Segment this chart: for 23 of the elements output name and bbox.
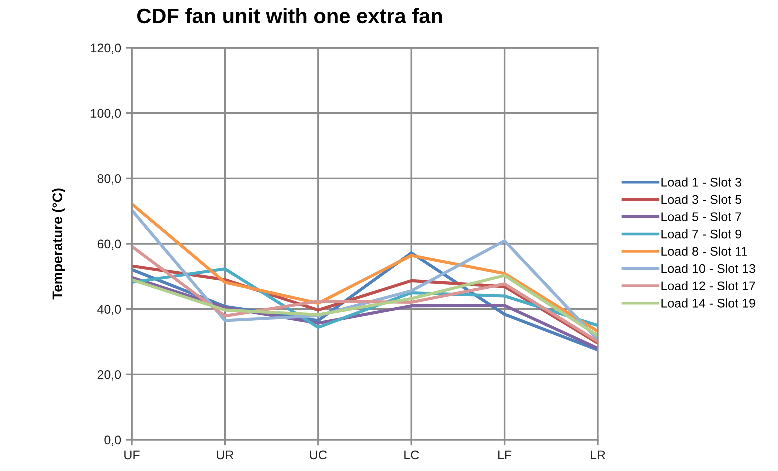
- y-tick-label: 120,0: [91, 44, 122, 54]
- y-tick-label: 60,0: [98, 240, 122, 250]
- legend-label: Load 5 - Slot 7: [662, 212, 742, 222]
- x-tick-label: LR: [591, 450, 606, 460]
- legend-label: Load 7 - Slot 9: [662, 230, 742, 239]
- x-tick-label: LC: [404, 450, 420, 460]
- y-tick-label: 80,0: [98, 174, 122, 185]
- chart-title: CDF fan unit with one extra fan: [138, 8, 442, 24]
- y-tick-label: 0,0: [104, 436, 122, 446]
- legend-label: Load 14 - Slot 19: [662, 298, 756, 308]
- legend-label: Load 1 - Slot 3: [662, 178, 742, 187]
- x-tick-label: UF: [124, 450, 140, 460]
- y-tick-label: 40,0: [98, 305, 122, 316]
- y-tick-label: 20,0: [98, 370, 122, 381]
- y-tick-label: 100,0: [91, 109, 122, 120]
- legend-label: Load 12 - Slot 17: [662, 281, 756, 291]
- x-tick-label: UR: [217, 450, 234, 460]
- legend-label: Load 3 - Slot 5: [662, 194, 742, 204]
- x-tick-label: LF: [498, 450, 512, 460]
- legend-label: Load 8 - Slot 11: [662, 246, 748, 256]
- legend-label: Load 10 - Slot 13: [662, 264, 756, 274]
- x-tick-label: UC: [310, 450, 327, 460]
- y-axis-title: Temperature (°C): [52, 188, 66, 300]
